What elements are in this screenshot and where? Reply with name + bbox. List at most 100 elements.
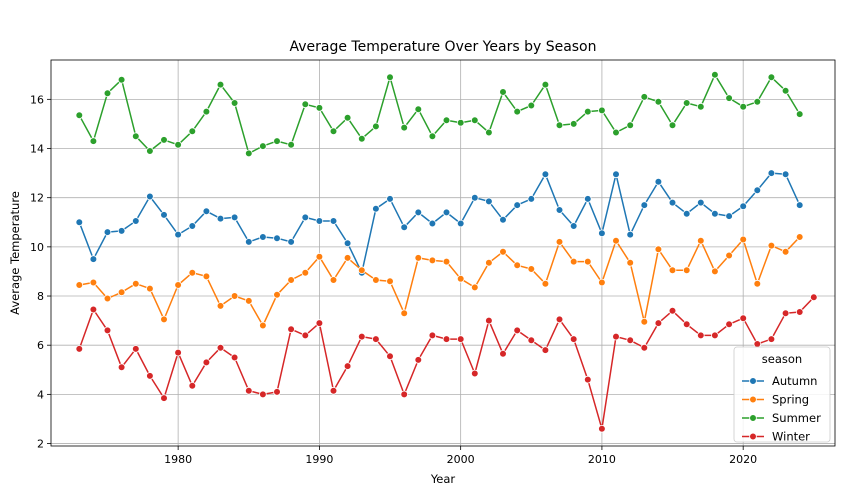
data-point-autumn — [386, 195, 394, 203]
data-point-summer — [499, 88, 507, 96]
data-point-summer — [357, 134, 366, 143]
x-tick-label: 2010 — [588, 453, 616, 466]
data-point-winter — [75, 345, 84, 353]
data-point-spring — [315, 252, 324, 261]
data-point-autumn — [329, 217, 338, 225]
data-point-summer — [569, 120, 578, 128]
grid — [51, 60, 835, 446]
data-point-winter — [188, 381, 197, 390]
data-point-winter — [160, 394, 168, 402]
data-point-summer — [273, 137, 281, 145]
data-point-spring — [174, 281, 182, 289]
data-point-winter — [513, 326, 521, 335]
data-point-autumn — [485, 197, 493, 206]
data-point-autumn — [541, 170, 550, 179]
data-point-summer — [470, 116, 479, 124]
data-point-spring — [329, 276, 338, 284]
data-point-winter — [259, 390, 267, 399]
data-point-summer — [555, 121, 564, 129]
data-point-summer — [414, 105, 423, 113]
data-point-summer — [781, 86, 790, 95]
data-point-autumn — [188, 222, 197, 230]
data-point-autumn — [612, 170, 620, 179]
data-point-winter — [555, 315, 564, 324]
y-tick-label: 12 — [30, 192, 44, 205]
data-point-winter — [216, 343, 225, 352]
data-point-winter — [583, 375, 592, 384]
data-point-summer — [442, 116, 451, 124]
legend-label-autumn: Autumn — [772, 374, 817, 388]
data-point-summer — [188, 127, 197, 136]
data-point-winter — [612, 332, 620, 341]
data-point-spring — [470, 283, 479, 292]
legend-marker-autumn — [749, 377, 757, 385]
data-point-winter — [245, 386, 253, 395]
data-point-autumn — [174, 230, 182, 239]
data-point-winter — [499, 349, 507, 358]
data-point-autumn — [583, 195, 592, 203]
data-point-autumn — [696, 198, 705, 207]
data-point-summer — [428, 132, 437, 141]
data-point-spring — [89, 278, 98, 287]
data-point-spring — [188, 268, 197, 277]
data-point-summer — [513, 107, 521, 116]
y-tick-label: 4 — [37, 388, 44, 401]
data-point-spring — [202, 272, 211, 281]
data-point-autumn — [739, 202, 747, 211]
data-point-spring — [400, 309, 409, 318]
data-point-winter — [541, 346, 550, 354]
x-axis-label: Year — [430, 472, 456, 486]
data-point-spring — [132, 279, 140, 288]
data-point-winter — [146, 372, 154, 380]
data-point-spring — [668, 266, 677, 275]
legend-label-spring: Spring — [772, 393, 809, 407]
data-point-spring — [287, 276, 295, 284]
data-point-summer — [329, 127, 338, 136]
data-point-summer — [668, 121, 677, 129]
data-point-autumn — [668, 198, 677, 207]
data-point-summer — [626, 121, 634, 129]
data-point-summer — [725, 94, 733, 102]
data-point-summer — [739, 102, 747, 111]
data-point-spring — [357, 266, 366, 275]
data-point-autumn — [132, 217, 140, 225]
data-point-summer — [202, 107, 211, 116]
data-point-winter — [428, 331, 437, 340]
data-point-summer — [696, 102, 705, 111]
data-point-winter — [372, 335, 380, 343]
data-point-summer — [541, 80, 550, 89]
data-point-autumn — [202, 207, 211, 216]
data-point-winter — [174, 348, 182, 357]
data-point-summer — [287, 141, 295, 149]
data-point-autumn — [75, 218, 84, 227]
data-point-winter — [386, 352, 394, 361]
data-point-autumn — [781, 170, 790, 179]
data-point-autumn — [767, 169, 776, 177]
data-point-summer — [767, 73, 776, 81]
data-point-summer — [386, 73, 394, 81]
series-line-spring — [79, 236, 801, 327]
data-point-winter — [781, 309, 790, 318]
data-point-spring — [216, 302, 225, 310]
data-point-summer — [640, 93, 649, 101]
data-point-winter — [527, 336, 536, 345]
data-point-spring — [103, 294, 112, 303]
data-point-autumn — [259, 233, 267, 241]
x-tick-label: 1980 — [164, 453, 192, 466]
data-point-autumn — [598, 229, 606, 238]
data-point-autumn — [753, 186, 762, 195]
data-point-spring — [654, 245, 663, 254]
series-autumn — [75, 169, 804, 277]
data-point-autumn — [273, 234, 281, 243]
data-point-autumn — [216, 214, 225, 223]
data-point-spring — [711, 267, 719, 276]
data-point-winter — [357, 332, 366, 341]
data-point-winter — [654, 319, 663, 327]
data-point-winter — [739, 314, 747, 323]
data-point-winter — [626, 336, 634, 345]
data-point-autumn — [414, 208, 423, 217]
series-spring — [75, 233, 804, 330]
data-point-spring — [541, 279, 550, 288]
data-point-summer — [343, 114, 352, 122]
